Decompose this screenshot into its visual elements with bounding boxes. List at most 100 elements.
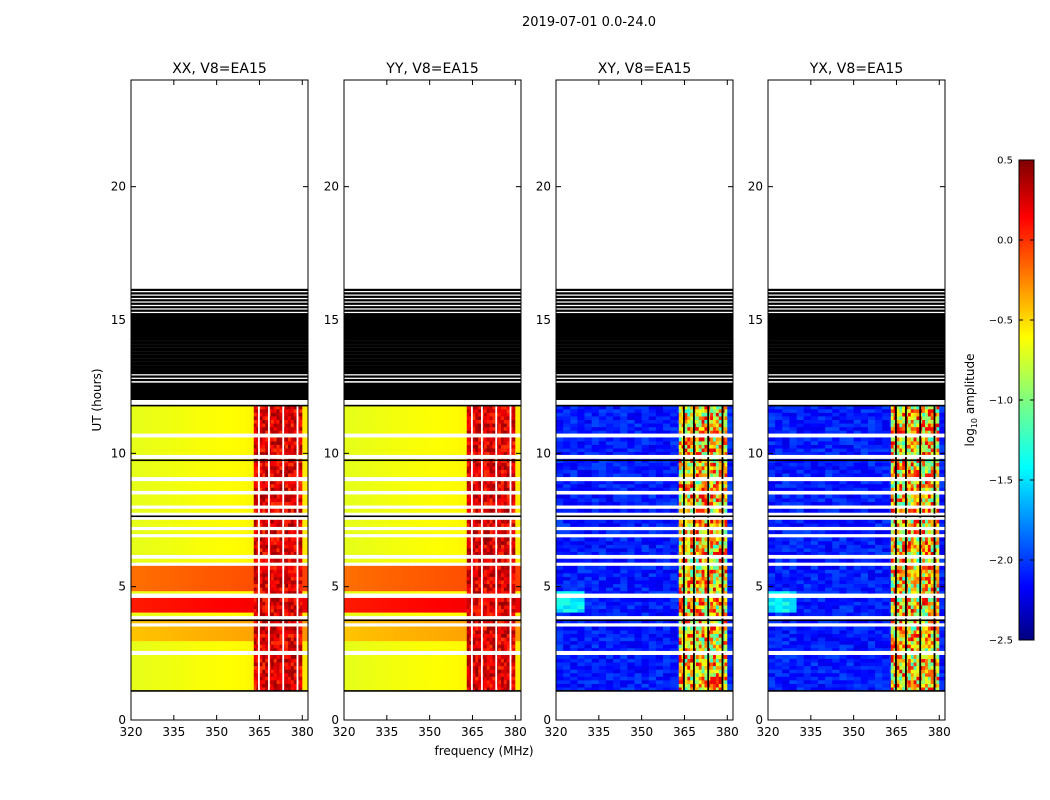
- heatmap-cell: [393, 662, 402, 667]
- heatmap-cell: [131, 583, 139, 588]
- heatmap-cell: [279, 451, 283, 456]
- heatmap-cell: [429, 601, 438, 606]
- heatmap-cell: [501, 683, 505, 688]
- heatmap-cell: [152, 683, 160, 688]
- heatmap-cell: [365, 608, 373, 613]
- heatmap-cell: [290, 683, 295, 688]
- heatmap-cell: [270, 687, 275, 692]
- heatmap-cell: [422, 601, 431, 606]
- heatmap-cell: [436, 640, 445, 645]
- heatmap-cell: [253, 487, 258, 492]
- heatmap-cell: [506, 469, 510, 474]
- heatmap-cell: [422, 605, 431, 610]
- heatmap-cell: [173, 405, 182, 410]
- heatmap-cell: [483, 408, 488, 413]
- heatmap-cell: [351, 576, 359, 581]
- heatmap-cell: [358, 430, 366, 435]
- heatmap-cell: [501, 448, 505, 453]
- heatmap-cell: [393, 640, 402, 645]
- heatmap-cell: [202, 473, 210, 478]
- heatmap-cell: [408, 419, 416, 424]
- heatmap-cell: [443, 687, 452, 692]
- heatmap-cell: [401, 676, 409, 681]
- heatmap-cell: [372, 480, 381, 485]
- heatmap-cell: [195, 679, 203, 684]
- heatmap-cell: [302, 416, 309, 420]
- heatmap-cell: [466, 419, 471, 424]
- heatmap-cell: [202, 441, 210, 445]
- heatmap-cell: [302, 683, 309, 688]
- heatmap-cell: [466, 441, 471, 445]
- heatmap-cell: [465, 448, 468, 453]
- heatmap-cell: [166, 576, 175, 581]
- heatmap-cell: [498, 494, 502, 499]
- heatmap-cell: [393, 465, 402, 470]
- heatmap-cell: [145, 558, 153, 563]
- heatmap-cell: [613, 687, 621, 692]
- heatmap-cell: [436, 416, 445, 420]
- heatmap-cell: [492, 587, 496, 592]
- heatmap-cell: [262, 612, 266, 617]
- heatmap-cell: [698, 687, 702, 692]
- heatmap-cell: [422, 494, 431, 499]
- heatmap-cell: [372, 662, 381, 667]
- heatmap-cell: [238, 605, 246, 610]
- heatmap-cell: [293, 465, 297, 470]
- heatmap-cell: [501, 537, 505, 542]
- heatmap-cell: [475, 437, 479, 442]
- heatmap-cell: [365, 430, 373, 435]
- heatmap-cell: [344, 408, 352, 413]
- heatmap-cell: [489, 548, 493, 552]
- heatmap-cell: [195, 451, 203, 456]
- heatmap-cell: [498, 519, 502, 524]
- heatmap-cell: [195, 647, 203, 652]
- heatmap-cell: [290, 480, 295, 485]
- heatmap-cell: [408, 676, 416, 681]
- heatmap-cell: [372, 519, 381, 524]
- heatmap-cell: [245, 619, 253, 624]
- heatmap-cell: [290, 408, 295, 413]
- heatmap-cell: [223, 576, 232, 581]
- flag-line: [344, 313, 521, 317]
- heatmap-cell: [279, 537, 283, 542]
- heatmap-cell: [302, 551, 309, 556]
- heatmap-cell: [209, 523, 218, 527]
- heatmap-cell: [465, 408, 468, 413]
- heatmap-cell: [478, 687, 482, 692]
- heatmap-cell: [166, 647, 175, 652]
- heatmap-cell: [486, 572, 490, 577]
- heatmap-cell: [253, 426, 258, 431]
- heatmap-cell: [489, 519, 493, 524]
- heatmap-cell: [458, 597, 466, 602]
- heatmap-cell: [188, 640, 196, 645]
- heatmap-cell: [285, 572, 289, 577]
- heatmap-cell: [202, 437, 210, 442]
- heatmap-cell: [443, 679, 452, 684]
- heatmap-cell: [344, 530, 352, 535]
- heatmap-cell: [302, 441, 309, 445]
- heatmap-cell: [478, 590, 482, 595]
- heatmap-cell: [358, 558, 366, 563]
- heatmap-cell: [285, 423, 289, 428]
- heatmap-cell: [386, 462, 395, 467]
- heatmap-cell: [372, 498, 381, 503]
- heatmap-cell: [492, 665, 496, 670]
- heatmap-cell: [293, 612, 297, 617]
- heatmap-cell: [506, 540, 510, 545]
- heatmap-cell: [252, 619, 255, 624]
- heatmap-cell: [408, 605, 416, 610]
- heatmap-cell: [238, 416, 246, 420]
- heatmap-cell: [451, 619, 459, 624]
- heatmap-cell: [489, 551, 493, 556]
- heatmap-cell: [159, 601, 168, 606]
- heatmap-cell: [180, 544, 189, 549]
- heatmap-cell: [238, 583, 246, 588]
- heatmap-cell: [173, 655, 182, 659]
- heatmap-cell: [299, 605, 303, 610]
- heatmap-cell: [478, 608, 482, 613]
- heatmap-cell: [245, 430, 253, 435]
- heatmap-cell: [131, 569, 139, 574]
- heatmap-cell: [265, 587, 269, 592]
- heatmap-cell: [253, 612, 258, 617]
- heatmap-cell: [724, 679, 728, 684]
